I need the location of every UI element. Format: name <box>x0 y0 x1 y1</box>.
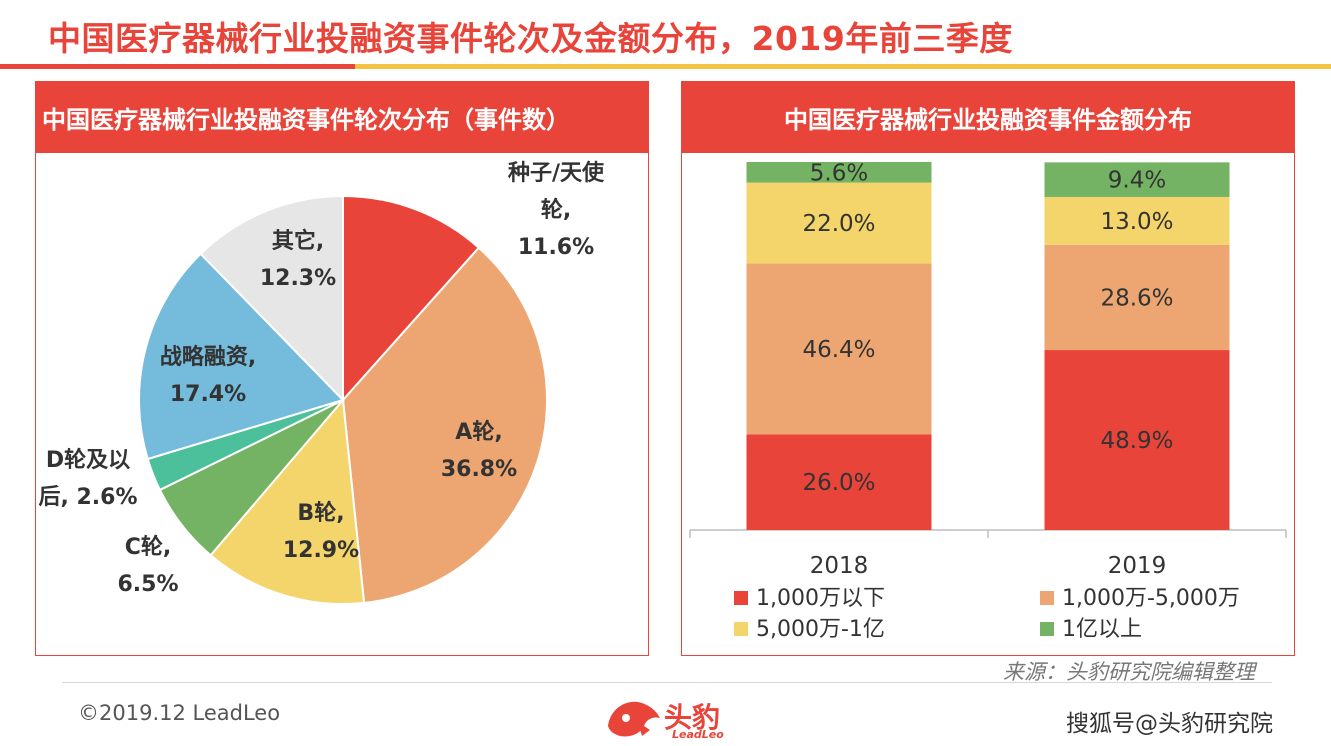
legend-label: 5,000万-1亿 <box>756 617 885 642</box>
bar-data-label: 28.6% <box>1100 285 1173 311</box>
bar-data-label: 9.4% <box>1108 168 1166 194</box>
pie-slice <box>199 194 344 403</box>
pie-slice-label: A轮, 36.8% <box>441 419 517 482</box>
bar-segment <box>746 263 932 435</box>
source-note: 来源：头豹研究院编辑整理 <box>1003 660 1255 684</box>
x-tick-label: 2019 <box>1108 553 1167 579</box>
legend-label: 1,000万以下 <box>756 586 885 611</box>
legend-swatch <box>1040 622 1054 636</box>
pie-slice <box>138 252 345 461</box>
legend-label: 1亿以上 <box>1062 617 1142 642</box>
bar-data-label: 5.6% <box>810 160 868 186</box>
title-rule <box>0 64 1331 69</box>
pie-chart-title: 中国医疗器械行业投融资事件轮次分布（事件数） <box>36 82 648 153</box>
watermark-text: 搜狐号@头豹研究院 <box>1066 711 1273 737</box>
page-title: 中国医疗器械行业投融资事件轮次及金额分布，2019年前三季度 <box>48 19 1013 58</box>
pie-slice <box>341 246 548 605</box>
bar-data-label: 48.9% <box>1100 428 1173 454</box>
bar-panel: 中国医疗器械行业投融资事件金额分布 26.0% 46.4% 22.0% 5.6% 201… <box>681 81 1295 656</box>
bar-chart-title: 中国医疗器械行业投融资事件金额分布 <box>682 82 1294 153</box>
brand-logo-icon <box>608 701 660 737</box>
pie-slice <box>209 397 366 605</box>
pie-slice-label: D轮及以后, 2.6% <box>38 447 137 510</box>
legend-label: 1,000万-5,000万 <box>1062 586 1240 611</box>
bar-data-label: 26.0% <box>802 470 875 496</box>
pie-slice-label: 战略融资, 17.4% <box>160 344 256 407</box>
footer-divider <box>62 682 1272 683</box>
bar-segment <box>746 434 932 530</box>
pie-slice-label: C轮, 6.5% <box>117 534 178 597</box>
copyright: ©2019.12 LeadLeo <box>78 701 281 725</box>
bar-data-label: 13.0% <box>1100 209 1173 235</box>
brand-subtitle: LeadLeo <box>672 728 724 741</box>
legend-swatch <box>1040 591 1054 605</box>
bar-segment <box>746 162 932 183</box>
x-tick-label: 2018 <box>810 553 869 579</box>
pie-panel: 中国医疗器械行业投融资事件轮次分布（事件数） 种子/天使轮, 11.6% A轮, 36… <box>35 81 649 656</box>
bar-data-label: 22.0% <box>802 211 875 237</box>
pie-chart: 种子/天使轮, 11.6% A轮, 36.8% B轮, 12.9% C轮, 6.5% D轮及以后… <box>38 161 605 605</box>
pie-slice-label: B轮, 12.9% <box>283 500 359 563</box>
bar-segment <box>1044 350 1230 530</box>
bar-segment <box>746 182 932 264</box>
pie-slice-label: 其它, 12.3% <box>260 228 336 291</box>
legend-swatch <box>734 622 748 636</box>
bar-segment <box>1044 162 1230 197</box>
bar-segment <box>1044 196 1230 245</box>
pie-slice-label: 种子/天使轮, 11.6% <box>508 161 605 260</box>
stacked-bar-chart: 26.0% 46.4% 22.0% 5.6% 2018 48.9% 28.6% 13.0% 9.… <box>689 160 1287 642</box>
pie-slice <box>342 194 481 403</box>
legend-swatch <box>734 591 748 605</box>
brand-name: 头豹 <box>664 701 721 734</box>
bar-segment <box>1044 244 1230 351</box>
bar-data-label: 46.4% <box>802 337 875 363</box>
